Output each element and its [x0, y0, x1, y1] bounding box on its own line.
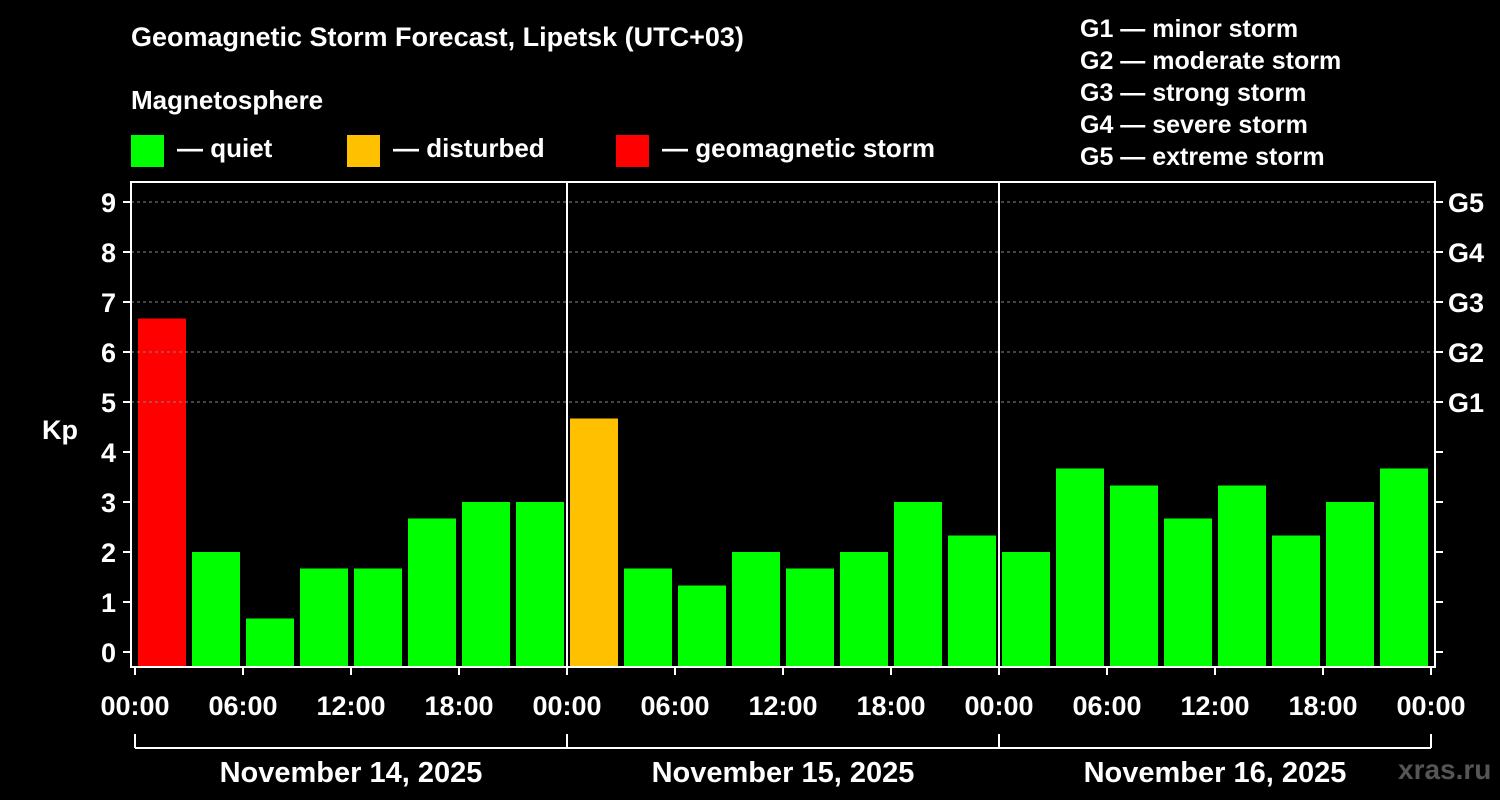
chart-title: Geomagnetic Storm Forecast, Lipetsk (UTC… — [131, 22, 744, 52]
legend-heading: Magnetosphere — [131, 85, 324, 115]
kp-bar-5 — [408, 518, 456, 667]
kp-bar-12 — [786, 568, 834, 667]
x-tick-label-3: 18:00 — [424, 691, 493, 721]
kp-bar-4 — [354, 568, 402, 667]
kp-bar-20 — [1218, 485, 1266, 667]
x-tick-label-0: 00:00 — [100, 691, 169, 721]
y-tick-label-6: 6 — [101, 338, 116, 368]
day-label-1: November 15, 2025 — [652, 757, 915, 789]
kp-bar-9 — [624, 568, 672, 667]
kp-bar-13 — [840, 552, 888, 667]
day-label-0: November 14, 2025 — [220, 757, 483, 789]
x-tick-label-5: 06:00 — [640, 691, 709, 721]
y-tick-label-0: 0 — [101, 638, 116, 668]
legend-swatch-disturbed — [347, 135, 380, 167]
x-tick-label-4: 00:00 — [532, 691, 601, 721]
x-tick-label-2: 12:00 — [316, 691, 385, 721]
legend-label-disturbed: — disturbed — [393, 133, 545, 163]
storm-level-g5: G5 — extreme storm — [1080, 143, 1325, 171]
right-tick-label-G4: G4 — [1448, 238, 1484, 268]
kp-bar-16 — [1002, 552, 1050, 667]
x-tick-label-11: 18:00 — [1288, 691, 1357, 721]
y-tick-label-1: 1 — [101, 588, 116, 618]
kp-bar-7 — [516, 502, 564, 667]
kp-bar-11 — [732, 552, 780, 667]
right-tick-label-G1: G1 — [1448, 388, 1484, 418]
kp-bar-14 — [894, 502, 942, 667]
day-label-2: November 16, 2025 — [1084, 757, 1347, 789]
kp-bar-22 — [1326, 502, 1374, 667]
kp-bar-18 — [1110, 485, 1158, 667]
kp-bar-1 — [192, 552, 240, 667]
storm-level-g2: G2 — moderate storm — [1080, 47, 1342, 75]
y-tick-label-9: 9 — [101, 188, 116, 218]
watermark: xras.ru — [1398, 754, 1492, 785]
kp-bar-8 — [570, 418, 618, 667]
kp-bar-2 — [246, 618, 294, 667]
kp-bar-3 — [300, 568, 348, 667]
storm-level-g1: G1 — minor storm — [1080, 15, 1299, 43]
x-tick-label-8: 00:00 — [964, 691, 1033, 721]
x-tick-label-12: 00:00 — [1396, 691, 1465, 721]
y-tick-label-8: 8 — [101, 238, 116, 268]
legend-label-quiet: — quiet — [177, 133, 273, 163]
legend-label-storm: — geomagnetic storm — [662, 133, 936, 163]
legend-swatch-storm — [616, 135, 649, 167]
kp-bar-15 — [948, 535, 996, 667]
right-tick-label-G3: G3 — [1448, 288, 1484, 318]
kp-bar-19 — [1164, 518, 1212, 667]
legend-swatch-quiet — [131, 135, 164, 167]
kp-bar-0 — [138, 318, 186, 667]
y-tick-label-2: 2 — [101, 538, 116, 568]
x-tick-label-6: 12:00 — [748, 691, 817, 721]
kp-bar-17 — [1056, 468, 1104, 667]
y-tick-label-4: 4 — [101, 438, 116, 468]
kp-bar-23 — [1380, 468, 1428, 667]
y-tick-label-7: 7 — [101, 288, 116, 318]
x-tick-label-10: 12:00 — [1180, 691, 1249, 721]
kp-bar-6 — [462, 502, 510, 667]
kp-bar-10 — [678, 585, 726, 667]
storm-level-g3: G3 — strong storm — [1080, 79, 1307, 107]
right-tick-label-G5: G5 — [1448, 188, 1484, 218]
x-tick-label-1: 06:00 — [208, 691, 277, 721]
kp-bar-21 — [1272, 535, 1320, 667]
x-tick-label-9: 06:00 — [1072, 691, 1141, 721]
y-tick-label-5: 5 — [101, 388, 116, 418]
storm-level-g4: G4 — severe storm — [1080, 111, 1308, 139]
y-axis-label: Kp — [42, 415, 78, 445]
y-tick-label-3: 3 — [101, 488, 116, 518]
right-tick-label-G2: G2 — [1448, 338, 1484, 368]
x-tick-label-7: 18:00 — [856, 691, 925, 721]
